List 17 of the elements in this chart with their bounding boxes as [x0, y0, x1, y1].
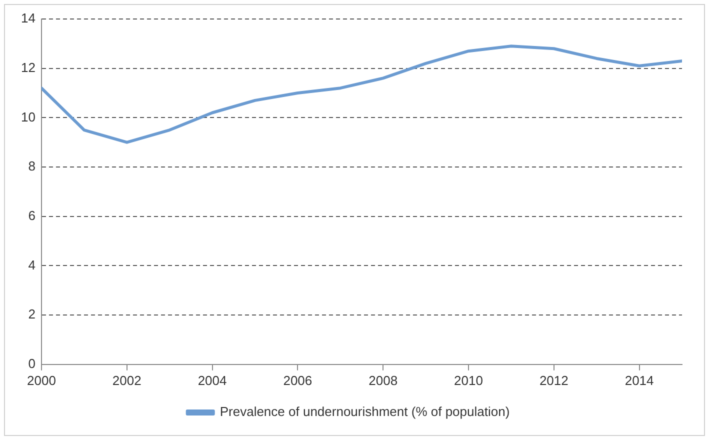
x-tick-label: 2012: [539, 372, 568, 388]
y-tick-label: 10: [20, 109, 36, 124]
x-tick-label: 2014: [624, 372, 654, 388]
x-tick-label: 2000: [27, 372, 56, 388]
x-tick-label: 2002: [112, 372, 142, 388]
y-tick-label: 4: [28, 257, 36, 272]
x-tick-label: 2006: [283, 372, 312, 388]
y-tick-label: 14: [20, 10, 36, 26]
x-tick-label: 2010: [454, 372, 483, 388]
x-tick-label: 2004: [198, 372, 227, 388]
legend-label: Prevalence of undernourishment (% of population): [220, 404, 510, 420]
y-tick-label: 0: [28, 356, 36, 371]
y-tick-label: 6: [28, 208, 36, 223]
y-tick-label: 2: [28, 306, 36, 322]
y-tick-label: 12: [20, 60, 36, 75]
y-tick-label: 8: [28, 158, 36, 174]
x-tick-label: 2008: [368, 372, 398, 388]
